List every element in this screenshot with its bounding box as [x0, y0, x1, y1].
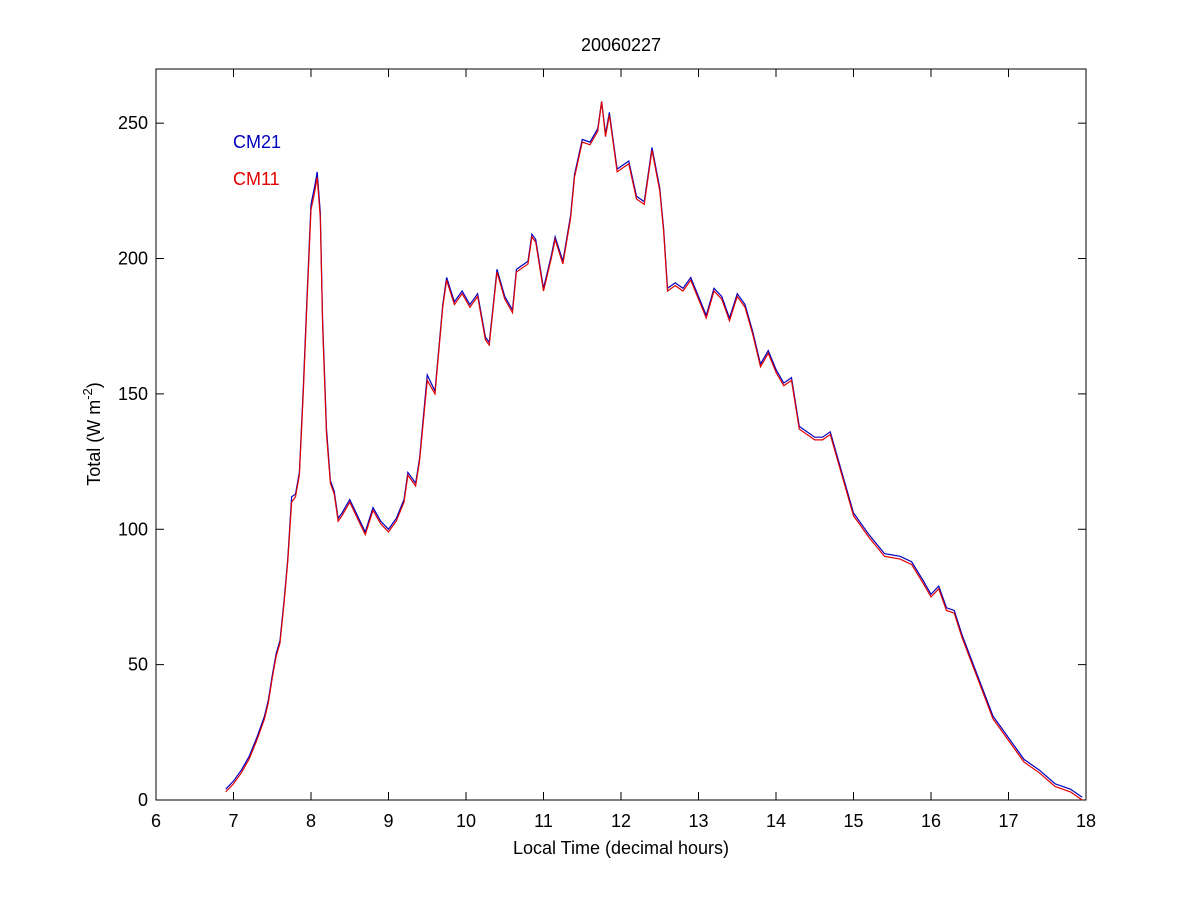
- x-tick-label: 18: [1076, 811, 1096, 831]
- y-tick-label: 100: [118, 519, 148, 539]
- legend-entry: CM21: [233, 132, 281, 152]
- y-tick-label: 150: [118, 384, 148, 404]
- x-tick-label: 9: [383, 811, 393, 831]
- x-axis-label: Local Time (decimal hours): [513, 838, 729, 858]
- legend-entry: CM11: [233, 169, 280, 189]
- x-tick-label: 13: [688, 811, 708, 831]
- x-tick-label: 6: [151, 811, 161, 831]
- y-label-sup: -2: [80, 388, 95, 400]
- y-axis-label: Total (W m-2): [80, 382, 104, 486]
- y-label-end: ): [84, 382, 104, 388]
- x-tick-label: 8: [306, 811, 316, 831]
- data-line: [225, 101, 1083, 798]
- x-tick-label: 10: [456, 811, 476, 831]
- chart-title: 20060227: [581, 35, 661, 55]
- plot-frame: [155, 68, 1087, 801]
- x-tick-label: 12: [611, 811, 631, 831]
- x-tick-label: 14: [766, 811, 786, 831]
- x-tick-label: 15: [843, 811, 863, 831]
- x-tick-label: 11: [534, 811, 553, 831]
- y-tick-label: 50: [128, 655, 148, 675]
- x-tick-label: 16: [921, 811, 941, 831]
- y-tick-label: 200: [118, 249, 148, 269]
- x-tick-label: 17: [998, 811, 1018, 831]
- y-label-main: Total (W m: [84, 400, 104, 486]
- data-line: [225, 101, 1083, 801]
- y-tick-label: 0: [138, 790, 148, 810]
- y-tick-label: 250: [118, 113, 148, 133]
- x-tick-label: 7: [228, 811, 238, 831]
